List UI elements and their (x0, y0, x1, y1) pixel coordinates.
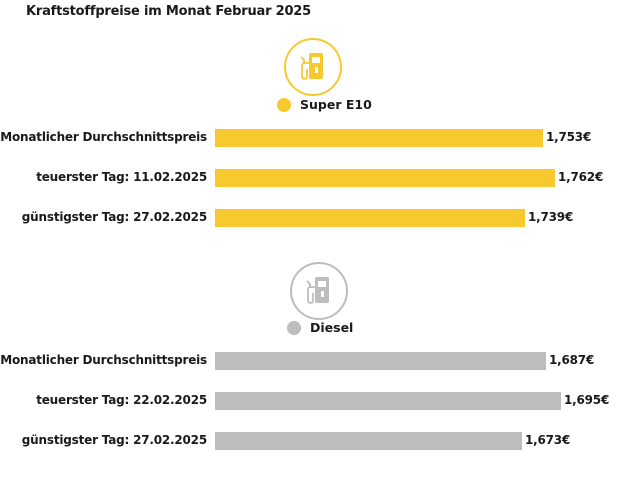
legend-diesel: Diesel (287, 320, 353, 335)
legend-dot-super-e10 (277, 97, 291, 112)
diesel-max-value: 1,695€ (564, 393, 610, 407)
super-e10-min-bar (215, 209, 525, 227)
fuel-pump-icon (306, 277, 329, 304)
diesel-avg-bar (215, 352, 546, 370)
super-e10-max-value: 1,762€ (558, 170, 604, 184)
chart-title: Kraftstoffpreise im Monat Februar 2025 (26, 4, 311, 19)
diesel-avg-label: Monatlicher Durchschnittspreis (0, 353, 207, 367)
diesel-max-label: teuerster Tag: 22.02.2025 (36, 393, 207, 407)
super-e10-min-label: günstigster Tag: 27.02.2025 (21, 210, 207, 224)
fuel-pump-icon (300, 53, 323, 80)
super-e10-max-label: teuerster Tag: 11.02.2025 (36, 170, 207, 184)
diesel-min-bar (215, 432, 522, 450)
legend-label: Super E10 (300, 97, 372, 112)
super-e10-avg-value: 1,753€ (546, 130, 592, 144)
legend-label: Diesel (310, 320, 354, 335)
legend-super-e10: Super E10 (277, 97, 372, 112)
diesel-avg-value: 1,687€ (549, 353, 595, 367)
diesel-min-label: günstigster Tag: 27.02.2025 (21, 433, 207, 447)
legend-dot-diesel (287, 320, 301, 335)
super-e10-min-value: 1,739€ (528, 210, 574, 224)
diesel-max-bar (215, 392, 561, 410)
super-e10-icon-circle (284, 38, 342, 96)
super-e10-avg-label: Monatlicher Durchschnittspreis (0, 130, 207, 144)
super-e10-max-bar (215, 169, 555, 187)
diesel-icon-circle (290, 262, 348, 320)
super-e10-avg-bar (215, 129, 543, 147)
diesel-min-value: 1,673€ (525, 433, 571, 447)
